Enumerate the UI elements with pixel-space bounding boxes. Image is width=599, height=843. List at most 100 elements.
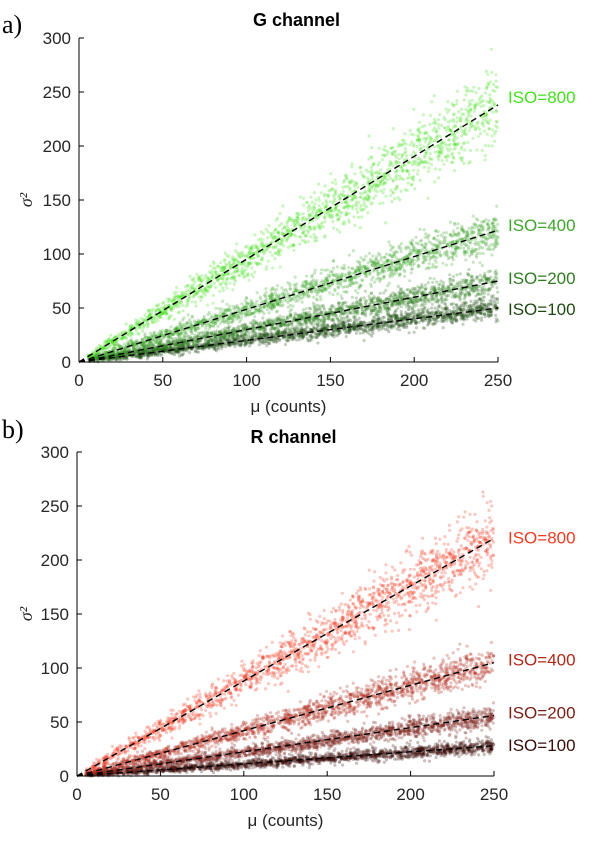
data-point [371,327,376,331]
data-point [143,349,147,353]
data-point [391,323,395,327]
data-point [248,341,252,345]
data-point [205,345,209,349]
data-point [465,314,469,318]
data-point [235,336,239,340]
data-point [471,286,475,290]
data-point [348,323,352,327]
data-point [178,320,182,324]
data-point [340,307,344,311]
data-point [463,302,467,306]
data-point [477,240,481,244]
data-point [165,346,169,350]
data-point [312,295,316,299]
data-point [472,318,476,322]
data-point [220,313,225,317]
data-point [353,276,357,280]
data-point [486,292,490,296]
data-point [249,340,253,344]
data-point [461,246,465,250]
data-point [482,312,487,316]
data-point [495,276,499,280]
data-point [461,314,465,319]
data-point [301,335,306,339]
data-point [473,313,478,317]
data-point [462,317,466,321]
data-point [431,243,435,247]
data-point [270,308,274,312]
data-point [459,314,463,318]
data-point [396,322,400,326]
data-point [240,334,244,339]
data-point [343,274,347,278]
data-point [382,320,387,324]
data-point [358,331,362,335]
data-point [264,287,268,291]
data-point [411,291,415,296]
data-point [284,328,288,332]
data-point [184,347,188,351]
data-point [424,267,428,271]
data-point [386,328,390,332]
data-point [343,328,347,333]
data-point [432,321,436,325]
data-point [405,325,409,329]
data-point [482,312,486,316]
data-point [480,239,484,243]
data-point [233,342,237,346]
data-point [461,315,465,319]
data-point [311,335,315,339]
data-point [467,312,471,317]
data-point [411,319,415,323]
data-point [489,302,493,306]
data-point [333,289,337,293]
data-point [305,274,309,278]
data-point [218,330,222,334]
data-point [275,284,280,288]
data-point [323,288,327,293]
data-point [473,302,477,306]
data-point [406,288,410,292]
data-point [352,328,357,332]
data-point [330,324,334,328]
data-point [455,303,459,307]
data-point [479,245,483,249]
data-point [472,222,476,226]
data-point [291,335,295,339]
data-point [283,331,287,335]
data-point [125,350,129,354]
data-point [375,323,379,327]
data-point [280,330,285,334]
data-point [255,291,259,295]
data-point [492,299,497,304]
data-point [420,302,424,306]
data-point [182,335,186,339]
data-point [399,316,403,320]
data-point [379,323,383,327]
data-point [449,316,453,320]
data-point [427,322,431,326]
data-point [408,313,412,318]
data-point [326,273,330,277]
data-point [394,313,398,317]
data-point [267,338,271,342]
data-point [467,226,471,230]
data-point [180,353,185,357]
data-point [320,304,324,308]
data-point [181,344,185,349]
data-point [433,311,437,315]
data-point [404,261,408,265]
data-point [170,352,174,356]
data-point [196,350,200,354]
data-point [452,302,456,306]
data-point [174,349,178,353]
data-point [145,351,149,355]
data-point [396,315,400,319]
data-point [322,321,326,325]
data-point [339,316,344,320]
data-point [306,325,310,329]
data-point [358,301,362,306]
data-point [442,252,446,256]
data-point [335,281,340,286]
data-point [301,335,305,340]
